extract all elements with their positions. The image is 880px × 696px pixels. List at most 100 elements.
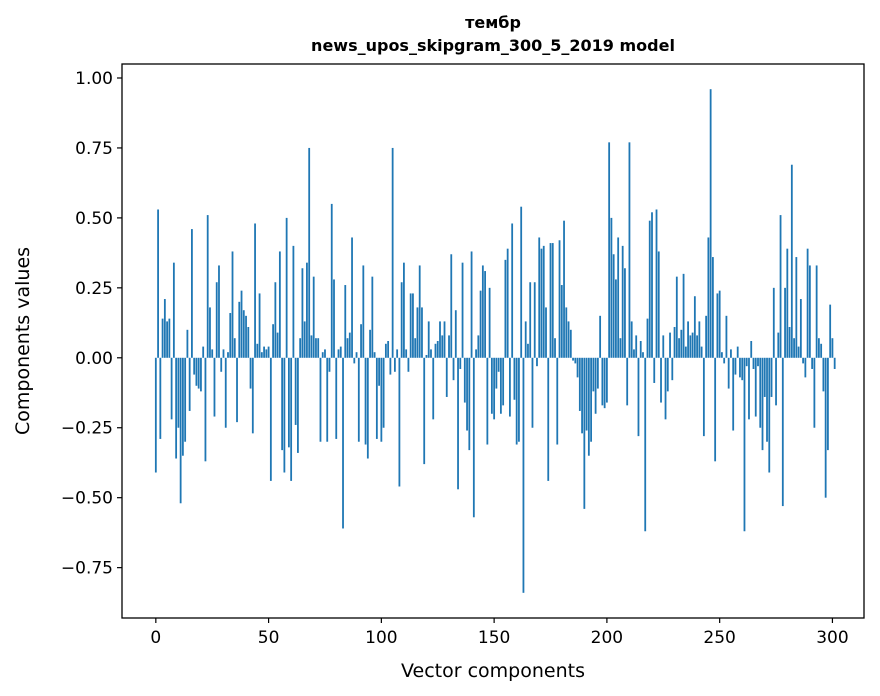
bar (563, 220, 565, 358)
bar (642, 352, 644, 358)
bar (172, 262, 175, 358)
bar (362, 265, 365, 358)
bar (605, 357, 608, 403)
bar (197, 357, 200, 389)
bar (154, 357, 157, 473)
bar (202, 346, 205, 358)
plot-frame (121, 63, 865, 619)
bar (242, 310, 245, 358)
x-tick-label: 150 (478, 628, 510, 648)
bar (328, 357, 331, 372)
bar (371, 276, 374, 358)
bar (666, 357, 669, 392)
bar (430, 349, 432, 358)
bar (472, 357, 475, 518)
bar (283, 357, 286, 473)
bar (398, 357, 401, 487)
bar (587, 357, 590, 456)
bar (423, 357, 426, 465)
bar (285, 217, 288, 358)
bar (793, 338, 795, 358)
bar (680, 329, 683, 358)
bar (409, 293, 412, 358)
bar (693, 296, 696, 358)
bar (660, 357, 662, 403)
bar (360, 324, 362, 358)
bar (170, 357, 173, 420)
bar (475, 349, 477, 358)
bar (466, 357, 468, 431)
x-tick-label: 300 (816, 628, 848, 648)
bar (684, 346, 687, 358)
bar (741, 357, 744, 381)
bar (272, 324, 274, 358)
bar (682, 273, 685, 358)
bar (269, 357, 272, 481)
bar (384, 343, 387, 358)
bar (506, 248, 509, 358)
bar (337, 349, 340, 358)
bar (675, 276, 678, 358)
bar (574, 357, 577, 364)
bar (617, 237, 620, 358)
bar (531, 357, 534, 428)
bar (748, 357, 750, 420)
bar (739, 357, 741, 378)
bar (330, 203, 333, 358)
bar (265, 349, 268, 358)
bar (319, 357, 322, 442)
bar (479, 290, 482, 358)
bar (364, 357, 367, 445)
bar (592, 357, 595, 392)
bar (382, 357, 385, 428)
bar (290, 357, 293, 481)
bar (240, 290, 243, 358)
bar (188, 357, 191, 411)
bar (736, 346, 739, 358)
bar (321, 352, 324, 358)
bar (387, 341, 390, 358)
bar (427, 321, 430, 358)
bar (432, 357, 435, 420)
bar (811, 357, 814, 369)
bar (168, 318, 171, 358)
bar (583, 357, 586, 509)
bar (745, 357, 748, 367)
bar (161, 318, 164, 358)
bar (373, 352, 376, 358)
y-tick-label: 0.50 (75, 209, 113, 229)
bar (522, 357, 525, 593)
bar (581, 357, 583, 434)
bar (590, 357, 592, 442)
bar (159, 357, 162, 439)
bar (761, 357, 764, 451)
bar (813, 357, 816, 428)
bar (393, 357, 396, 372)
bar (457, 357, 459, 490)
bar (407, 357, 410, 372)
bar (463, 357, 466, 403)
bar (163, 299, 166, 358)
bar (263, 346, 265, 358)
bar (251, 357, 254, 434)
bar (215, 282, 218, 358)
bar (768, 357, 771, 473)
bar (817, 338, 820, 358)
bar (624, 268, 626, 358)
bar (538, 237, 541, 358)
bar (554, 338, 556, 358)
bar (459, 357, 462, 369)
bar (351, 237, 353, 358)
bar (714, 357, 717, 462)
bar (493, 357, 496, 420)
bar (342, 357, 344, 529)
chart-subtitle: news_upos_skipgram_300_5_2019 model (311, 36, 675, 55)
bar (815, 265, 818, 358)
bar (229, 313, 232, 358)
bar (425, 354, 428, 358)
bar (278, 251, 281, 358)
bar (687, 321, 689, 358)
bar (536, 357, 538, 367)
bar (403, 262, 405, 358)
